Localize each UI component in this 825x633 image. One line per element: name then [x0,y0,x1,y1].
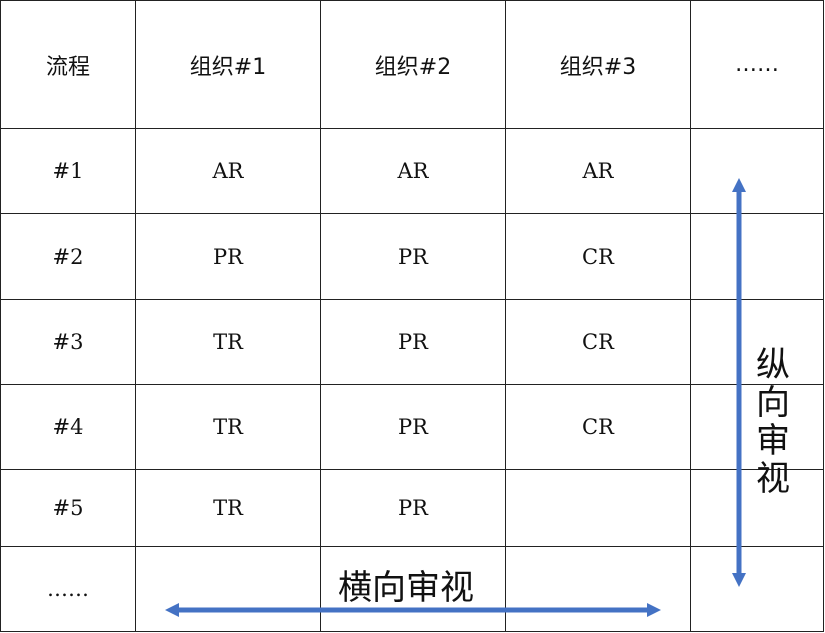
cell [690,469,824,547]
cell [505,546,691,632]
header-cell: 流程 [0,0,136,129]
cell [135,546,321,632]
cell: TR [135,469,321,547]
cell: PR [135,213,321,300]
header-cell: 组织#2 [320,0,506,129]
cell: CR [505,299,691,385]
header-cell: …… [690,0,824,129]
horizontal-review-label: 横向审视 [338,568,474,608]
arrow-down-head [732,573,746,587]
cell: #2 [0,213,136,300]
cell: TR [135,299,321,385]
horizontal-double-arrow [165,603,661,617]
cell [690,299,824,385]
table-row: #4 TR PR CR [0,384,824,470]
cell [505,469,691,547]
vertical-double-arrow [732,178,746,587]
cell: #5 [0,469,136,547]
cell: PR [320,213,506,300]
table-row: #1 AR AR AR [0,128,824,214]
cell: #1 [0,128,136,214]
arrow-left-head [165,603,179,617]
arrow-up-head [732,178,746,192]
header-cell: 组织#1 [135,0,321,129]
cell [320,546,506,632]
vertical-review-label: 纵向审视 [756,345,790,499]
cell [690,384,824,470]
arrow-right-head [647,603,661,617]
table-row: …… [0,546,824,632]
cell [690,546,824,632]
cell: CR [505,384,691,470]
cell [690,128,824,214]
table-row: #5 TR PR [0,469,824,547]
cell: …… [0,546,136,632]
cell: CR [505,213,691,300]
table-row: #2 PR PR CR [0,213,824,300]
